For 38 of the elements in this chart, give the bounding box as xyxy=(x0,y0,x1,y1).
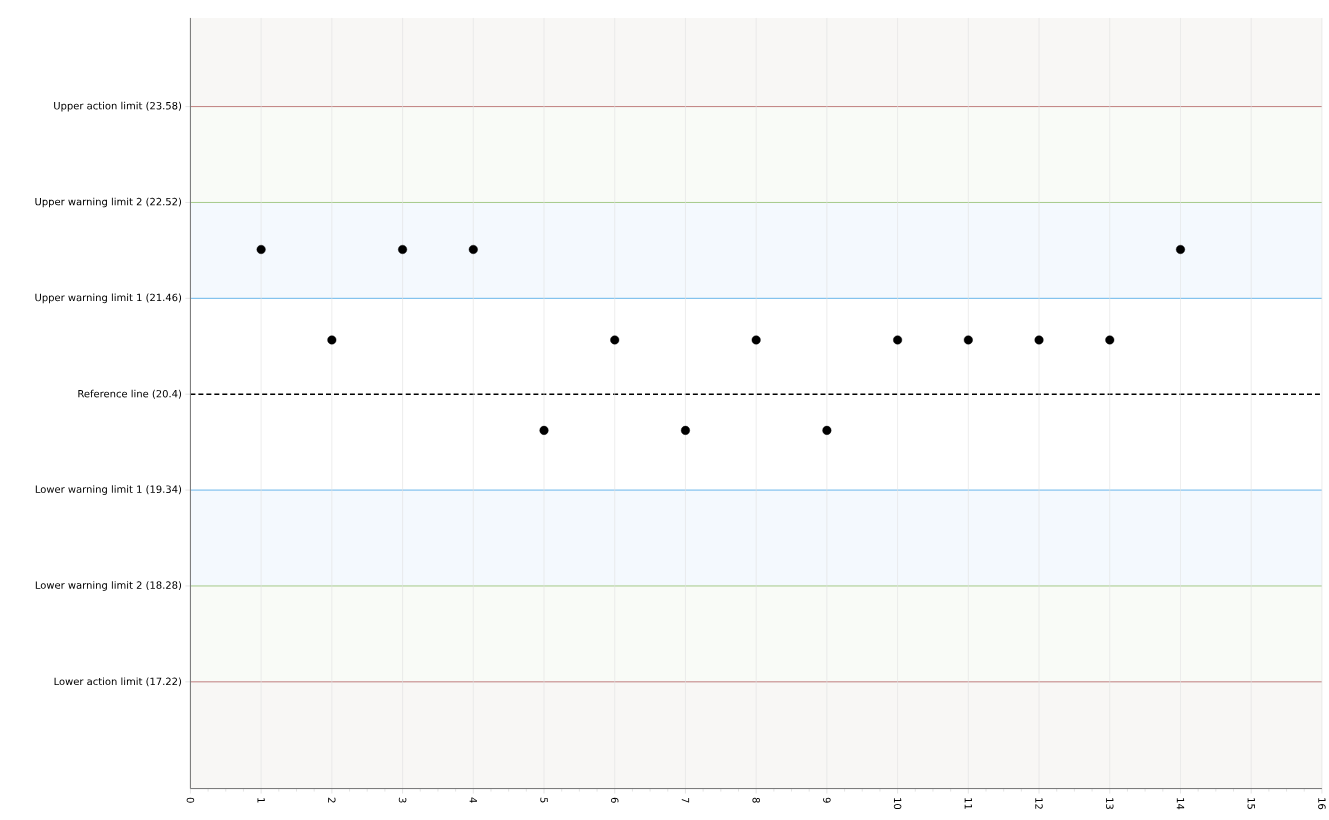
x-tick-label: 8 xyxy=(752,797,760,803)
point xyxy=(1034,335,1044,345)
x-tick-label: 4 xyxy=(469,797,477,803)
x-tick-label: 1 xyxy=(257,797,265,803)
point xyxy=(963,335,973,345)
y-tick-label: Upper action limit (23.58) xyxy=(54,101,182,112)
y-tick-label: Reference line (20.4) xyxy=(78,389,182,399)
x-tick-label: 15 xyxy=(1247,797,1255,809)
y-tick-label: Lower warning limit 2 (18.28) xyxy=(35,580,182,591)
y-tick-label: Upper warning limit 1 (21.46) xyxy=(35,293,182,303)
point xyxy=(610,335,620,345)
point xyxy=(539,425,549,435)
point xyxy=(256,244,266,254)
y-tick-label: Upper warning limit 2 (22.52) xyxy=(35,197,182,208)
point xyxy=(1105,335,1115,345)
point xyxy=(327,335,337,345)
x-tick-label: 6 xyxy=(610,797,619,803)
point xyxy=(751,335,761,345)
x-tick-label: 9 xyxy=(823,797,831,803)
x-tick-label: 13 xyxy=(1105,797,1114,809)
x-tick-label: 3 xyxy=(398,797,407,803)
x-tick-label: 10 xyxy=(893,797,902,809)
point xyxy=(893,335,903,345)
x-tick-label: 12 xyxy=(1035,797,1043,809)
point xyxy=(1175,244,1185,254)
y-tick-label: Lower action limit (17.22) xyxy=(54,677,182,687)
y-tick-label: Lower warning limit 1 (19.34) xyxy=(35,485,182,495)
point xyxy=(822,425,832,435)
x-tick-label: 7 xyxy=(681,797,690,803)
x-tick-label: 2 xyxy=(328,797,336,803)
point xyxy=(468,244,478,254)
x-tick-label: 11 xyxy=(964,797,972,809)
x-tick-label: 0 xyxy=(186,797,195,803)
x-tick-label: 16 xyxy=(1318,797,1326,809)
point xyxy=(680,425,690,435)
point xyxy=(398,244,408,254)
x-tick-label: 14 xyxy=(1176,797,1185,809)
x-tick-label: 5 xyxy=(540,797,548,803)
